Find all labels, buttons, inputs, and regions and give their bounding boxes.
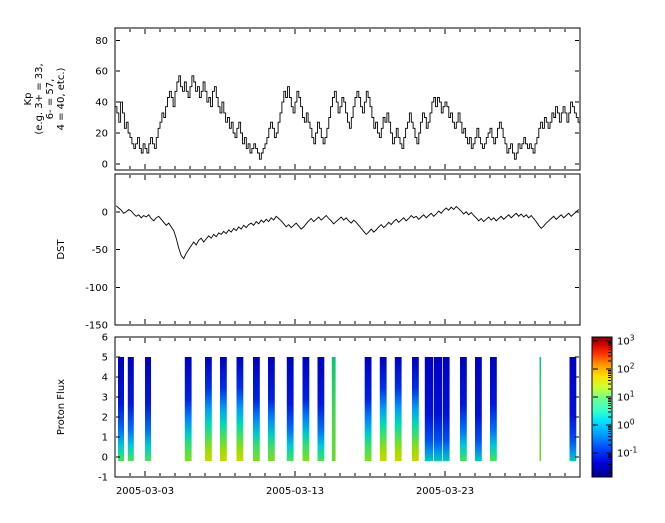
proton-flux-y-tick-label: 6 — [102, 333, 108, 344]
kp-frame — [114, 27, 581, 171]
proton-flux-bar — [433, 357, 443, 461]
kp-y-tick-label: 40 — [95, 98, 108, 109]
proton-flux-panel: -1 0 1 2 3 4 5 6 Proton Flux 2005-03-03 2005-03-13… — [56, 333, 581, 497]
kp-y-tick-label: 0 — [102, 159, 108, 170]
proton-flux-bar — [539, 357, 541, 461]
dst-y-tick-label: -100 — [85, 283, 108, 294]
proton-flux-bar — [145, 357, 151, 461]
proton-flux-y-tick-label: 0 — [102, 453, 108, 464]
colorbar-tick-label: 101 — [617, 390, 635, 404]
kp-panel: 0 20 40 60 80 Kp (e.g. 3+ = 33, 6- = 57, 4 = 40,… — [23, 27, 581, 171]
colorbar-tick-label: 102 — [617, 362, 635, 376]
kp-y-tick-label: 60 — [95, 67, 108, 78]
proton-flux-y-tick-label: -1 — [98, 473, 108, 484]
colorbar-tick-label: 103 — [617, 334, 635, 348]
proton-flux-bar — [364, 357, 372, 461]
proton-flux-bar — [127, 357, 134, 461]
proton-flux-bar — [302, 357, 310, 461]
x-tick-label: 2005-03-03 — [116, 486, 174, 497]
proton-flux-bar — [331, 357, 336, 461]
dst-line — [115, 205, 580, 260]
dst-y-tick-label: 0 — [102, 207, 108, 218]
colorbar: 103 102 101 100 10-1 — [591, 334, 637, 478]
proton-flux-ylabel: Proton Flux — [56, 379, 67, 435]
proton-flux-y-tick-label: 1 — [102, 433, 108, 444]
proton-flux-bar — [268, 357, 275, 461]
colorbar-tick-label: 100 — [617, 418, 635, 432]
proton-flux-bar — [412, 357, 419, 461]
proton-flux-bar — [236, 357, 244, 461]
proton-flux-bar — [118, 357, 124, 461]
proton-flux-bar — [253, 357, 260, 461]
dst-y-tick-label: -150 — [85, 321, 108, 332]
kp-step-line — [115, 75, 580, 160]
proton-flux-bar — [184, 357, 192, 461]
kp-y-tick-label: 80 — [95, 36, 108, 47]
proton-flux-bar — [220, 357, 227, 461]
proton-flux-bar — [475, 357, 482, 461]
kp-ylabel: (e.g. 3+ = 33, — [34, 63, 45, 134]
proton-flux-y-tick-label: 2 — [102, 413, 108, 424]
proton-flux-bar — [460, 357, 467, 461]
proton-flux-bar — [394, 357, 402, 461]
proton-flux-y-tick-label: 5 — [102, 353, 108, 364]
kp-ylabel: Kp — [23, 93, 34, 106]
proton-flux-y-tick-label: 3 — [102, 393, 108, 404]
proton-flux-bar — [317, 357, 325, 461]
proton-flux-bar — [286, 357, 294, 461]
dst-ylabel: DST — [56, 239, 67, 260]
colorbar-frame — [591, 336, 613, 478]
proton-flux-frame — [114, 336, 581, 478]
kp-ylabel: 6- = 57, — [45, 79, 56, 120]
proton-flux-bar — [379, 357, 387, 461]
proton-flux-bar — [569, 357, 577, 461]
dst-y-tick-label: -50 — [92, 245, 108, 256]
x-tick-label: 2005-03-13 — [266, 486, 324, 497]
proton-flux-bar — [424, 357, 434, 461]
colorbar-tick-label: 10-1 — [617, 446, 637, 460]
kp-ylabel: 4 = 40, etc.) — [56, 67, 67, 130]
proton-flux-y-tick-label: 4 — [102, 373, 108, 384]
proton-flux-bars — [118, 357, 577, 461]
colorbar-gradient — [592, 337, 612, 477]
x-tick-label: 2005-03-23 — [416, 486, 474, 497]
proton-flux-bar — [205, 357, 212, 461]
proton-flux-bar — [490, 357, 497, 461]
kp-y-tick-label: 20 — [95, 129, 108, 140]
dst-panel: -150 -100 -50 0 DST — [56, 173, 581, 332]
dst-frame — [114, 173, 581, 326]
proton-flux-bar — [442, 357, 450, 461]
